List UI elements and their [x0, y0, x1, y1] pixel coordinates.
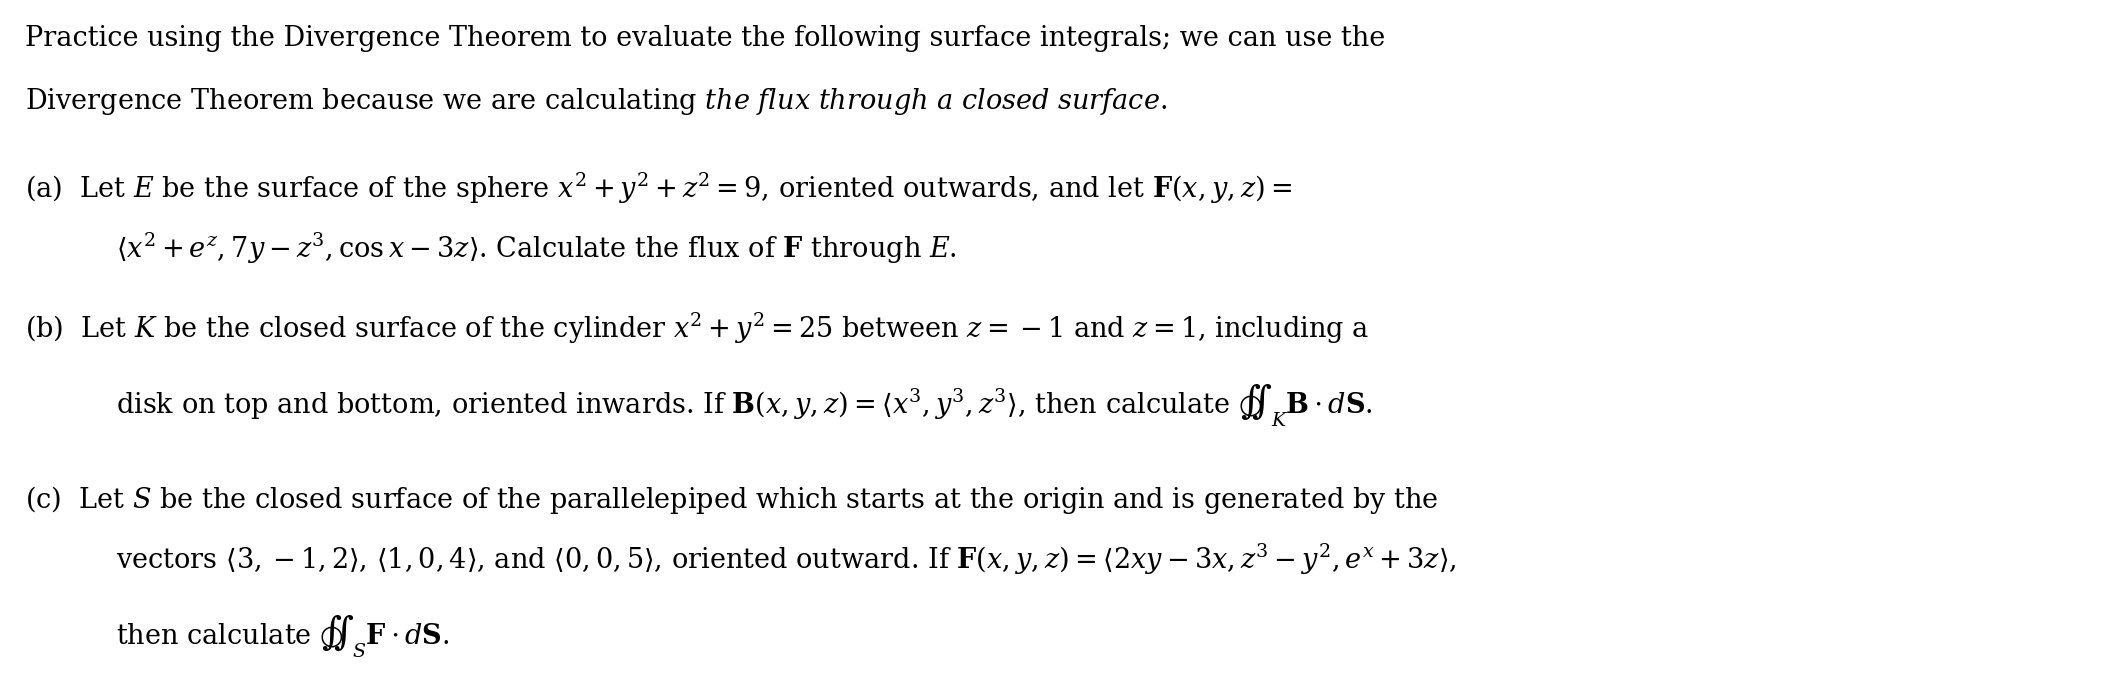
Text: Divergence Theorem because we are calculating $\mathit{the\ flux\ through\ a\ cl: Divergence Theorem because we are calcul…: [25, 86, 1167, 117]
Text: vectors $\langle 3, -1, 2\rangle$, $\langle 1, 0, 4\rangle$, and $\langle 0, 0, : vectors $\langle 3, -1, 2\rangle$, $\lan…: [116, 542, 1457, 577]
Text: disk on top and bottom, oriented inwards. If $\mathbf{B}(x, y, z) = \langle x^3,: disk on top and bottom, oriented inwards…: [116, 382, 1374, 428]
Text: then calculate $\bigcirc\!\!\!\!\!\int\!\!\int_S \mathbf{F} \cdot d\mathbf{S}$.: then calculate $\bigcirc\!\!\!\!\!\int\!…: [116, 613, 450, 659]
Text: (c)  Let $S$ be the closed surface of the parallelepiped which starts at the ori: (c) Let $S$ be the closed surface of the…: [25, 484, 1440, 516]
Text: (a)  Let $E$ be the surface of the sphere $x^2 + y^2 + z^2 = 9$, oriented outwar: (a) Let $E$ be the surface of the sphere…: [25, 171, 1292, 206]
Text: (b)  Let $K$ be the closed surface of the cylinder $x^2 + y^2 = 25$ between $z =: (b) Let $K$ be the closed surface of the…: [25, 311, 1370, 346]
Text: Practice using the Divergence Theorem to evaluate the following surface integral: Practice using the Divergence Theorem to…: [25, 25, 1385, 52]
Text: $\langle x^2 + e^z, 7y - z^3, \cos x - 3z\rangle$. Calculate the flux of $\mathb: $\langle x^2 + e^z, 7y - z^3, \cos x - 3…: [116, 231, 958, 266]
